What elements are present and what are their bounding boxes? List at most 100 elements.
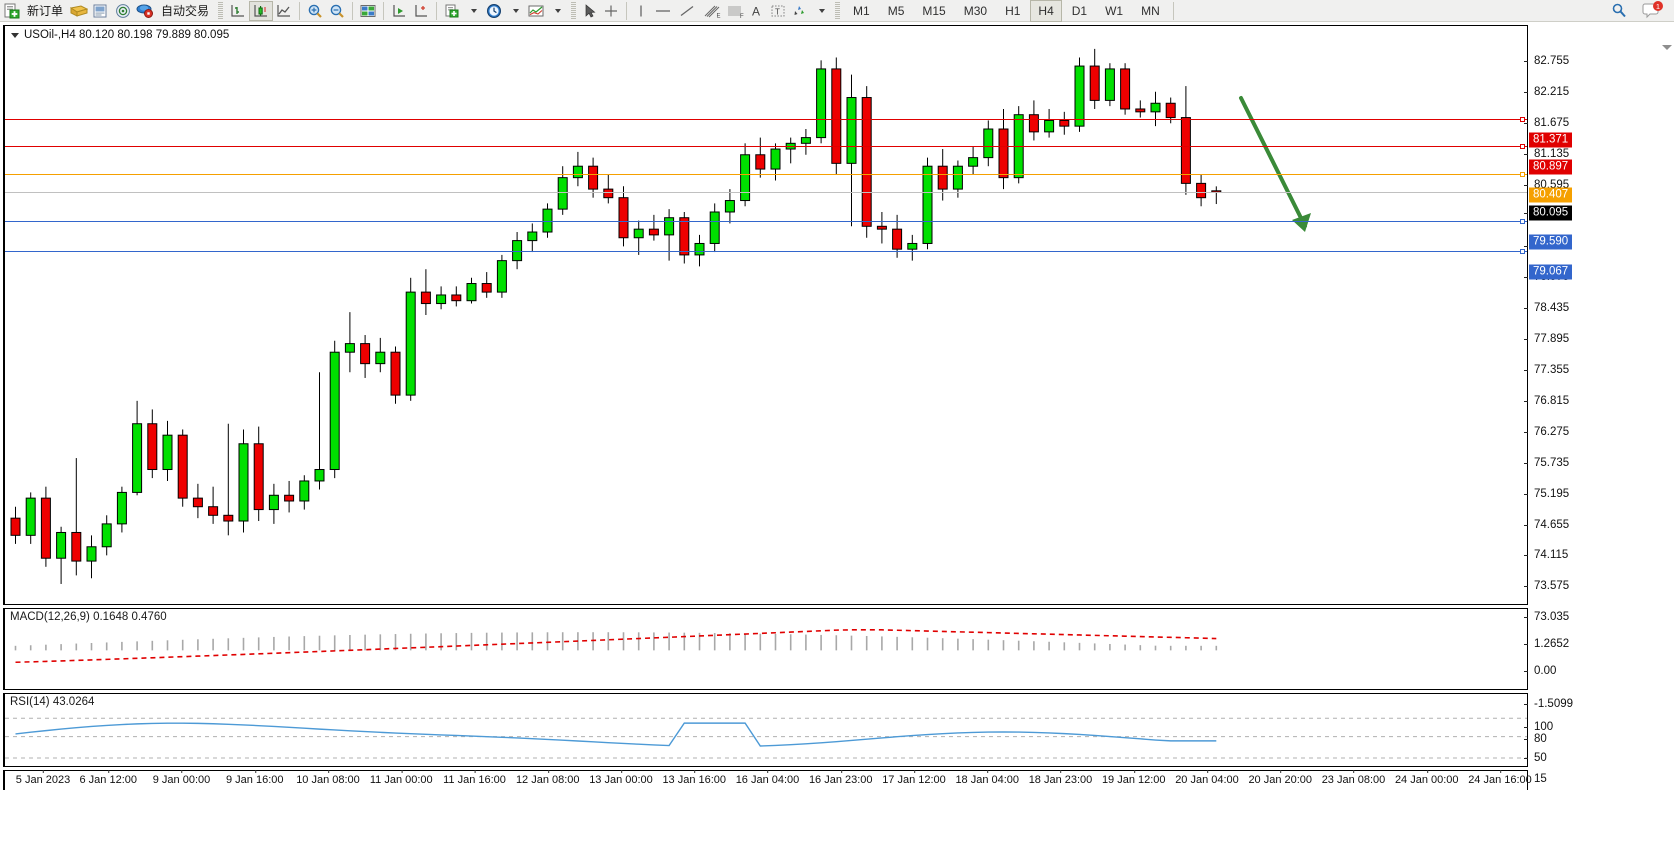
macd-signal-line xyxy=(15,629,1217,664)
price-axis-tick-label: 77.895 xyxy=(1534,333,1570,346)
macd-canvas xyxy=(14,629,1218,664)
search-icon[interactable] xyxy=(1608,1,1630,21)
price-chip-support-1[interactable]: 79.590 xyxy=(1529,234,1573,250)
period-dropdown-caret[interactable] xyxy=(505,1,525,21)
new-template-icon[interactable] xyxy=(441,1,463,21)
time-axis-tick-label: 17 Jan 12:00 xyxy=(882,770,946,786)
timeframe-button-h4[interactable]: H4 xyxy=(1030,0,1062,22)
time-axis[interactable]: 5 Jan 2023 6 Jan 12:00 9 Jan 00:00 9 Jan 16… xyxy=(3,770,1532,790)
price-line-handle-resistance-2[interactable] xyxy=(1520,117,1525,123)
auto-trading-label[interactable]: 自动交易 xyxy=(161,3,210,18)
trendline-icon[interactable] xyxy=(675,1,699,21)
price-chip-resistance-1[interactable]: 80.897 xyxy=(1529,159,1573,175)
macd-axis-tick: 0.00 xyxy=(1523,665,1557,678)
data-window-icon[interactable] xyxy=(357,1,379,21)
toolbar-grip[interactable] xyxy=(218,1,224,20)
price-axis-tick: 77.355 xyxy=(1523,364,1569,376)
label-icon[interactable]: T xyxy=(767,1,789,21)
price-line-handle-resistance-1[interactable] xyxy=(1520,144,1525,150)
toolbar-grip-2[interactable] xyxy=(571,1,577,20)
toolbar-separator xyxy=(383,1,385,20)
price-axis-tick-label: 80.595 xyxy=(1534,178,1570,191)
rsi-line xyxy=(15,722,1217,747)
chart-menu-caret-icon[interactable] xyxy=(11,32,19,38)
shift-end-icon[interactable] xyxy=(388,1,410,21)
vline-icon[interactable] xyxy=(631,1,651,21)
price-line-support-2[interactable] xyxy=(5,251,1527,253)
timeframe-button-h1[interactable]: H1 xyxy=(1005,3,1021,18)
template-dropdown-caret[interactable] xyxy=(463,1,483,21)
price-line-resistance-1[interactable] xyxy=(5,146,1527,148)
toolbar-separator xyxy=(626,1,628,20)
crosshair-icon[interactable] xyxy=(600,1,622,21)
price-chip-support-2[interactable]: 79.067 xyxy=(1529,264,1573,280)
open-data-folder-icon[interactable] xyxy=(68,1,90,21)
cursor-icon[interactable] xyxy=(580,1,600,21)
timeframe-button-m1[interactable]: M1 xyxy=(853,3,870,18)
zoom-out-icon[interactable] xyxy=(326,1,348,21)
price-axis-tick: 74.655 xyxy=(1523,519,1569,531)
price-axis-tick-label: 81.675 xyxy=(1534,116,1570,129)
auto-trading-icon[interactable] xyxy=(134,1,156,21)
price-line-pivot[interactable] xyxy=(5,174,1527,176)
equidistant-channel-icon[interactable]: E xyxy=(699,1,723,21)
price-line-handle-support-2[interactable] xyxy=(1520,249,1525,255)
candlestick-chart-icon[interactable] xyxy=(249,0,274,21)
rsi-label: RSI(14) 43.0264 xyxy=(10,696,95,708)
price-chip-resistance-2[interactable]: 81.371 xyxy=(1529,132,1573,148)
line-chart-icon[interactable] xyxy=(273,1,295,21)
fibonacci-icon[interactable]: F xyxy=(723,1,747,21)
rsi-pane[interactable]: RSI(14) 43.0264 xyxy=(3,693,1528,767)
down-trend-arrow[interactable] xyxy=(1239,96,1311,232)
price-axis-tick: 75.735 xyxy=(1523,457,1569,469)
notification-icon[interactable]: 1 xyxy=(1640,0,1666,21)
hline-icon[interactable] xyxy=(651,1,675,21)
price-chip-last-price[interactable]: 80.095 xyxy=(1529,205,1573,221)
timeframe-button-m5[interactable]: M5 xyxy=(887,3,905,18)
price-pane[interactable]: USOil-,H4 80.120 80.198 79.889 80.095 xyxy=(3,25,1528,605)
toolbar-separator xyxy=(299,1,301,20)
price-line-handle-pivot[interactable] xyxy=(1520,172,1525,178)
zoom-in-icon[interactable] xyxy=(304,1,326,21)
indicators-icon[interactable] xyxy=(525,1,547,21)
toolbar-separator xyxy=(1172,1,1174,20)
price-axis-tick-label: 82.755 xyxy=(1534,55,1570,68)
time-axis-tick-label: 9 Jan 00:00 xyxy=(152,770,211,786)
auto-scroll-icon[interactable] xyxy=(410,1,432,21)
timeframe-button-d1[interactable]: D1 xyxy=(1071,3,1088,18)
macd-axis-tick-label: 0.00 xyxy=(1534,665,1557,678)
chart-workspace[interactable]: USOil-,H4 80.120 80.198 79.889 80.095 MA… xyxy=(0,22,1674,843)
price-chip-pivot[interactable]: 80.407 xyxy=(1529,187,1573,203)
macd-axis[interactable]: 1.2652 0.00 -1.5099 xyxy=(1523,630,1674,712)
text-icon[interactable]: A xyxy=(747,1,767,21)
price-axis[interactable]: 82.755 82.215 81.675 81.135 80.595 80.095 79.5… xyxy=(1523,47,1674,627)
new-order-icon[interactable] xyxy=(2,1,22,21)
indicators-dropdown-caret[interactable] xyxy=(547,1,567,21)
market-watch-icon[interactable] xyxy=(112,1,134,21)
bar-chart-icon[interactable] xyxy=(227,1,249,21)
main-toolbar: 新订单 自动交易 xyxy=(0,0,1674,22)
objects-icon[interactable] xyxy=(789,1,811,21)
toolbar-grip-3[interactable] xyxy=(835,1,841,20)
scroll-down-arrow[interactable] xyxy=(1662,45,1672,50)
price-axis-tick-label: 76.275 xyxy=(1534,425,1570,438)
objects-dropdown-caret[interactable] xyxy=(811,1,831,21)
price-line-handle-support-1[interactable] xyxy=(1520,219,1525,225)
rsi-axis-tick-label: 100 xyxy=(1534,721,1554,733)
price-axis-tick-label: 82.215 xyxy=(1534,85,1570,98)
timeframe-button-m30[interactable]: M30 xyxy=(963,3,988,18)
timeframe-button-mn[interactable]: MN xyxy=(1141,3,1160,18)
price-line-resistance-2[interactable] xyxy=(5,119,1527,121)
price-axis-tick: 82.215 xyxy=(1523,85,1570,98)
rsi-axis[interactable]: 100 80 50 15 xyxy=(1523,715,1674,789)
print-preview-icon[interactable] xyxy=(90,1,112,21)
price-line-support-1[interactable] xyxy=(5,221,1527,223)
toolbar-separator xyxy=(352,1,354,20)
price-line-last-price[interactable] xyxy=(5,192,1527,194)
macd-pane[interactable]: MACD(12,26,9) 0.1648 0.4760 xyxy=(3,608,1528,690)
timeframe-button-m15[interactable]: M15 xyxy=(922,3,946,18)
period-icon[interactable] xyxy=(483,1,505,21)
new-order-label[interactable]: 新订单 xyxy=(27,3,64,18)
timeframe-button-w1[interactable]: W1 xyxy=(1105,3,1124,18)
candlestick-canvas xyxy=(10,48,1311,584)
